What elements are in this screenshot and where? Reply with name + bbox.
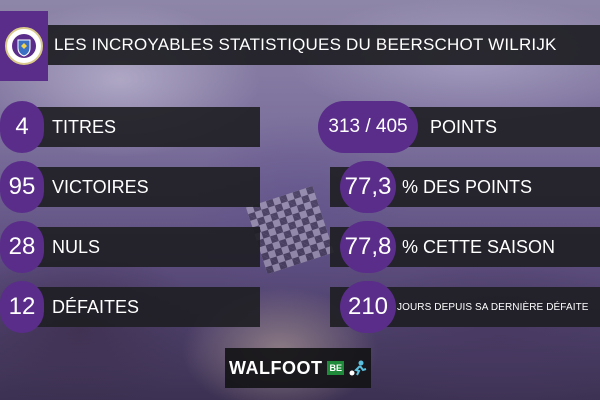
stat-titres-label: TITRES bbox=[52, 116, 117, 137]
stat-pct-saison-value: 77,8 bbox=[340, 221, 396, 273]
stat-jours-value: 210 bbox=[340, 281, 396, 333]
page-title: LES INCROYABLES STATISTIQUES DU BEERSCHO… bbox=[54, 35, 557, 54]
stat-victoires-bar: VICTOIRES bbox=[30, 167, 260, 207]
stat-pct-points-label: % DES POINTS bbox=[402, 176, 533, 197]
stat-titres-bar: TITRES bbox=[30, 107, 260, 147]
stat-victoires-value: 95 bbox=[0, 161, 44, 213]
club-logo bbox=[0, 11, 48, 81]
walfoot-be-badge: BE bbox=[327, 361, 344, 375]
stat-pct-points-value: 77,3 bbox=[340, 161, 396, 213]
stat-titres-value: 4 bbox=[0, 101, 44, 153]
player-icon bbox=[349, 360, 367, 376]
club-crest-icon bbox=[5, 27, 43, 65]
stat-victoires-label: VICTOIRES bbox=[52, 176, 149, 197]
walfoot-brand-text: WALFOOT bbox=[229, 357, 323, 378]
stat-nuls-value: 28 bbox=[0, 221, 44, 273]
stat-defaites-label: DÉFAITES bbox=[52, 296, 140, 317]
stat-jours-label: JOURS DEPUIS SA DERNIÈRE DÉFAITE bbox=[397, 301, 589, 313]
walfoot-logo: WALFOOT BE bbox=[225, 348, 371, 388]
stat-nuls-bar: NULS bbox=[30, 227, 260, 267]
title-bar: LES INCROYABLES STATISTIQUES DU BEERSCHO… bbox=[48, 25, 600, 65]
stat-points-value: 313 / 405 bbox=[318, 101, 418, 153]
stat-defaites-bar: DÉFAITES bbox=[30, 287, 260, 327]
stat-pct-saison-label: % CETTE SAISON bbox=[402, 236, 556, 257]
stat-defaites-value: 12 bbox=[0, 281, 44, 333]
stat-points-label: POINTS bbox=[430, 116, 498, 137]
stat-nuls-label: NULS bbox=[52, 236, 101, 257]
